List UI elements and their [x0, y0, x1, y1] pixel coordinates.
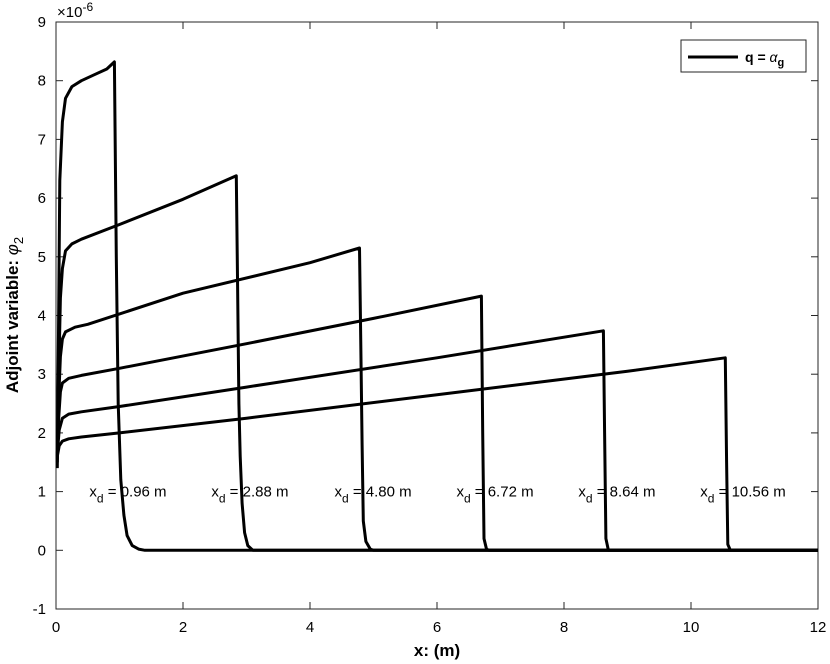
x-tick-label: 10 — [683, 619, 700, 636]
x-tick-label: 4 — [306, 619, 314, 636]
x-tick-label: 12 — [810, 619, 827, 636]
y-tick-label: 6 — [38, 190, 46, 207]
legend-entry-bold: q = — [745, 49, 770, 65]
x-tick-label: 6 — [433, 619, 441, 636]
xd-label-value: = 10.56 m — [714, 484, 785, 501]
xd-label-4: xd = 6.72 m — [456, 484, 533, 506]
xd-label-1: xd = 0.96 m — [89, 484, 166, 506]
y-tick-label: 2 — [38, 425, 46, 442]
xd-label-var: x — [211, 484, 219, 501]
xd-label-value: = 4.80 m — [349, 484, 412, 501]
xd-label-var: x — [335, 484, 343, 501]
series-line-5 — [55, 329, 818, 552]
y-tick-label: 1 — [38, 484, 46, 501]
series-line-2 — [55, 174, 818, 552]
legend-entry-subscript: g — [778, 57, 785, 69]
series-line-4 — [55, 294, 818, 552]
plot-area — [55, 21, 819, 610]
x-axis-label: x: (m) — [414, 641, 460, 660]
series-line-1 — [55, 60, 818, 552]
xd-label-sub: d — [219, 492, 226, 506]
xd-label-value: = 6.72 m — [471, 484, 534, 501]
x-tick-label: 2 — [179, 619, 187, 636]
xd-label-value: = 0.96 m — [104, 484, 167, 501]
xd-labels: xd = 0.96 m xd = 2.88 m xd = 4.80 m xd = 6.… — [89, 484, 785, 506]
xd-label-sub: d — [586, 492, 593, 506]
xd-label-sub: d — [342, 492, 349, 506]
legend-entry-symbol: α — [770, 49, 779, 65]
legend-entry-text: q = αg — [745, 49, 784, 69]
y-exponent-power: -6 — [82, 0, 93, 14]
xd-label-2: xd = 2.88 m — [211, 484, 288, 506]
xd-label-3: xd = 4.80 m — [335, 484, 412, 506]
series-group — [55, 60, 818, 552]
y-axis-label-symbol: φ — [3, 244, 22, 255]
xd-label-value: = 8.64 m — [593, 484, 656, 501]
xd-label-sub: d — [97, 492, 104, 506]
series-line-3 — [55, 246, 818, 552]
xd-label-6: xd = 10.56 m — [700, 484, 785, 506]
y-tick-label: 0 — [38, 542, 46, 559]
y-exponent-label: ×10-6 — [57, 0, 93, 21]
y-tick-label: -1 — [33, 601, 46, 618]
xd-label-value: = 2.88 m — [226, 484, 289, 501]
xd-label-sub: d — [708, 492, 715, 506]
y-axis-label: Adjoint variable: φ2 — [3, 237, 26, 393]
y-tick-label: 5 — [38, 249, 46, 266]
xd-label-sub: d — [464, 492, 471, 506]
y-axis-label-main: Adjoint variable: — [3, 255, 22, 393]
xd-label-5: xd = 8.64 m — [578, 484, 655, 506]
legend: q = αg — [680, 39, 807, 73]
y-tick-label: 9 — [38, 14, 46, 31]
xd-label-var: x — [456, 484, 464, 501]
y-tick-label: 4 — [38, 308, 46, 325]
y-exponent-base: ×10 — [57, 4, 82, 21]
y-tick-label: 7 — [38, 131, 46, 148]
y-tick-label: 3 — [38, 366, 46, 383]
x-tick-label: 0 — [52, 619, 60, 636]
x-tick-label: 8 — [560, 619, 568, 636]
xd-label-var: x — [700, 484, 708, 501]
y-tick-label: 8 — [38, 73, 46, 90]
xd-label-var: x — [89, 484, 97, 501]
series-line-6 — [55, 356, 818, 552]
y-axis-label-subscript: 2 — [11, 237, 26, 244]
xd-label-var: x — [578, 484, 586, 501]
